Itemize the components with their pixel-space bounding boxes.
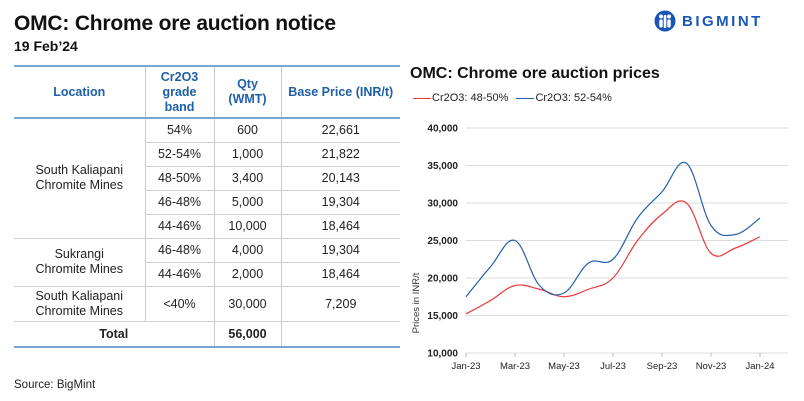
x-tick-label: May-23 [548,361,580,372]
chart-title: OMC: Chrome ore auction prices [410,65,660,82]
total-row: Total 56,000 [14,321,400,348]
notice-date: 19 Feb’24 [14,38,78,54]
page-title: OMC: Chrome ore auction notice [14,12,336,35]
y-tick-label: 20,000 [427,274,458,285]
auction-table: Location Cr2O3 grade band Qty (WMT) Base Pr… [14,65,400,348]
price-cell: 19,304 [280,238,400,263]
y-tick-label: 25,000 [427,236,458,247]
chart-legend: Cr2O3: 48-50% Cr2O3: 52-54% [413,92,612,104]
price-cell: 18,464 [280,214,400,239]
x-tick-label: Jan-24 [745,361,774,372]
legend-swatch-52-54 [516,97,535,99]
table-row: 48-50% 3,400 20,143 [14,166,400,191]
column-header-base-price: Base Price (INR/t) [280,65,400,119]
table-row: 52-54% 1,000 21,822 [14,142,400,167]
bigmint-logo-icon [654,10,676,32]
brand-name: BIGMINT [682,12,763,30]
price-cell: 22,661 [280,118,400,143]
column-header-qty: Qty (WMT) [213,65,281,119]
y-tick-label: 10,000 [427,349,458,360]
grade-cell: 54% [144,118,214,143]
grade-cell: 46-48% [144,190,214,215]
legend-swatch-48-50 [413,97,431,99]
price-cell: 19,304 [280,190,400,215]
x-tick-label: Sep-23 [647,361,678,372]
x-axis-ticks: Jan-23 Mar-23 May-23 Jul-23 Sep-23 Nov-23 Jan-… [451,353,775,372]
column-header-grade: Cr2O3 grade band [144,65,214,119]
total-price-empty [280,321,400,348]
grade-cell: <40% [144,286,214,322]
price-cell: 7,209 [280,286,400,322]
qty-cell: 600 [213,118,281,143]
qty-cell: 3,400 [213,166,281,191]
y-tick-label: 40,000 [427,124,458,135]
qty-cell: 10,000 [213,214,281,239]
total-qty: 56,000 [213,321,281,348]
table-header-row: Location Cr2O3 grade band Qty (WMT) Base Pr… [14,65,400,119]
price-cell: 20,143 [280,166,400,191]
table-row: 44-46% 2,000 18,464 [14,262,400,287]
y-tick-label: 30,000 [427,199,458,210]
table-row: South Kaliapani Chromite Mines <40% 30,0… [14,286,400,322]
series-line-52-54 [465,161,761,298]
legend-label-48-50: Cr2O3: 48-50% [432,92,509,104]
grade-cell: 46-48% [144,238,214,263]
table-row: 44-46% 10,000 18,464 [14,214,400,239]
series-line-48-50 [465,200,761,315]
x-tick-label: Mar-23 [500,361,530,372]
grade-cell: 44-46% [144,262,214,287]
brand-logo: BIGMINT [654,10,763,32]
table-row: South Kaliapani Chromite Mines 54% 600 2… [14,118,400,239]
series-lines [465,161,761,315]
column-header-location: Location [14,65,145,119]
table-row: Sukrangi Chromite Mines 46-48% 4,000 19,… [14,238,400,287]
legend-label-52-54: Cr2O3: 52-54% [535,92,612,104]
x-tick-label: Jan-23 [451,361,480,372]
y-tick-label: 35,000 [427,161,458,172]
location-cell: Sukrangi Chromite Mines [14,238,145,287]
qty-cell: 5,000 [213,190,281,215]
price-cell: 21,822 [280,142,400,167]
qty-cell: 1,000 [213,142,281,167]
qty-cell: 4,000 [213,238,281,263]
grade-cell: 48-50% [144,166,214,191]
y-tick-label: 15,000 [427,311,458,322]
grade-cell: 44-46% [144,214,214,239]
location-cell: South Kaliapani Chromite Mines [14,118,145,239]
location-cell: South Kaliapani Chromite Mines [14,286,145,322]
legend-item-52-54: Cr2O3: 52-54% [516,92,612,104]
total-label: Total [14,321,214,348]
gridlines [466,127,788,354]
price-line-chart: 10,000 15,000 20,000 25,000 30,000 35,000 40,0… [411,124,788,372]
table-row: 46-48% 5,000 19,304 [14,190,400,215]
y-axis-ticks: 10,000 15,000 20,000 25,000 30,000 35,000 40,0… [427,124,458,360]
price-cell: 18,464 [280,262,400,287]
grade-cell: 52-54% [144,142,214,167]
y-axis-label: Prices in INR/t [411,272,422,333]
x-tick-label: Jul-23 [600,361,626,372]
x-tick-label: Nov-23 [696,361,727,372]
source-note: Source: BigMint [14,379,96,391]
legend-item-48-50: Cr2O3: 48-50% [413,92,508,104]
qty-cell: 2,000 [213,262,281,287]
qty-cell: 30,000 [213,286,281,322]
